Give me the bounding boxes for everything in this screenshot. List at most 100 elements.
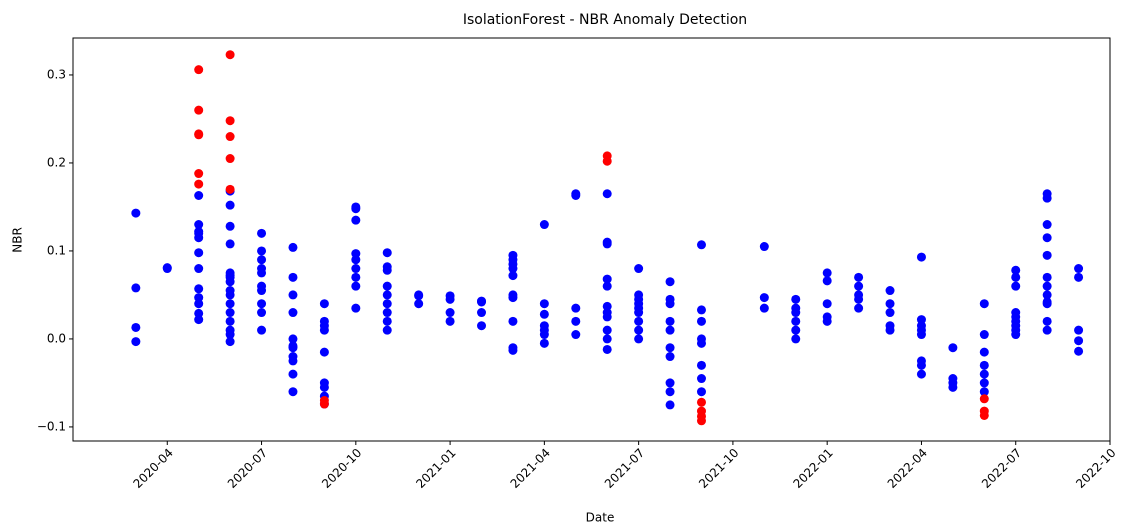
x-tick-label: 2021-07: [602, 446, 647, 491]
data-point: [1011, 272, 1021, 282]
data-point: [194, 179, 204, 189]
data-point: [1011, 312, 1021, 322]
data-point: [225, 184, 235, 194]
data-point: [602, 274, 612, 284]
data-point: [822, 276, 832, 286]
data-point: [1042, 272, 1052, 282]
data-point: [885, 321, 895, 331]
data-point: [351, 303, 361, 313]
data-point: [634, 264, 644, 274]
data-point: [696, 240, 706, 250]
chart-title: IsolationForest - NBR Anomaly Detection: [463, 12, 747, 28]
data-point: [1011, 281, 1021, 291]
y-tick-label: 0.1: [47, 243, 66, 257]
data-point: [225, 221, 235, 231]
data-point: [382, 316, 392, 326]
x-tick-label: 2022-10: [1073, 446, 1118, 491]
data-point: [916, 315, 926, 325]
data-point: [571, 330, 581, 340]
data-point: [571, 191, 581, 201]
data-point: [759, 303, 769, 313]
data-point: [225, 337, 235, 347]
data-point: [319, 396, 329, 406]
data-point: [665, 400, 675, 410]
data-point: [288, 369, 298, 379]
data-point: [225, 132, 235, 142]
data-point: [571, 316, 581, 326]
data-point: [885, 286, 895, 296]
data-point: [319, 299, 329, 309]
data-point: [194, 220, 204, 230]
data-point: [696, 305, 706, 315]
data-point: [1042, 325, 1052, 335]
data-point: [131, 322, 141, 332]
data-point: [508, 316, 518, 326]
data-point: [194, 284, 204, 294]
data-point: [1042, 250, 1052, 260]
data-point: [351, 215, 361, 225]
data-point: [319, 316, 329, 326]
data-point: [979, 387, 989, 397]
data-point: [696, 360, 706, 370]
data-point: [319, 347, 329, 357]
data-point: [131, 337, 141, 347]
data-point: [445, 308, 455, 318]
data-point: [194, 264, 204, 274]
data-point: [257, 268, 267, 278]
data-point: [665, 277, 675, 287]
data-point: [602, 189, 612, 199]
data-point: [665, 378, 675, 388]
data-point: [225, 290, 235, 300]
data-point: [1074, 336, 1084, 346]
data-point: [288, 308, 298, 318]
x-tick-label: 2020-07: [225, 446, 270, 491]
data-point: [696, 387, 706, 397]
data-point: [916, 369, 926, 379]
data-point: [414, 291, 424, 301]
data-point: [1074, 346, 1084, 356]
data-point: [508, 264, 518, 274]
data-point: [194, 315, 204, 325]
data-point: [979, 347, 989, 357]
data-point: [539, 338, 549, 348]
data-point: [759, 242, 769, 252]
data-point: [696, 374, 706, 384]
plot-frame: [72, 37, 1111, 442]
data-point: [194, 299, 204, 309]
x-tick-label: 2021-04: [508, 446, 553, 491]
data-point: [1074, 325, 1084, 335]
data-point: [194, 65, 204, 75]
data-point: [602, 301, 612, 311]
data-point: [854, 294, 864, 304]
data-point: [445, 316, 455, 326]
data-point: [602, 334, 612, 344]
data-point: [288, 290, 298, 300]
data-point: [477, 308, 487, 318]
data-point: [665, 352, 675, 362]
data-point: [665, 316, 675, 326]
data-point: [288, 356, 298, 366]
data-point: [979, 394, 989, 404]
data-point: [257, 325, 267, 335]
data-point: [131, 208, 141, 218]
data-point: [791, 334, 801, 344]
data-point: [508, 345, 518, 355]
data-point: [194, 248, 204, 258]
data-point: [602, 281, 612, 291]
data-point: [539, 299, 549, 309]
data-point: [225, 239, 235, 249]
data-point: [602, 156, 612, 166]
data-point: [759, 293, 769, 303]
data-point: [791, 294, 801, 304]
data-point: [225, 50, 235, 60]
x-axis-label: Date: [586, 511, 615, 525]
data-point: [1074, 264, 1084, 274]
data-point: [1042, 281, 1052, 291]
data-point: [602, 308, 612, 318]
data-point: [257, 246, 267, 256]
data-point: [508, 293, 518, 303]
data-point: [979, 406, 989, 416]
data-point: [162, 264, 172, 274]
data-point: [131, 283, 141, 293]
data-point: [602, 239, 612, 249]
